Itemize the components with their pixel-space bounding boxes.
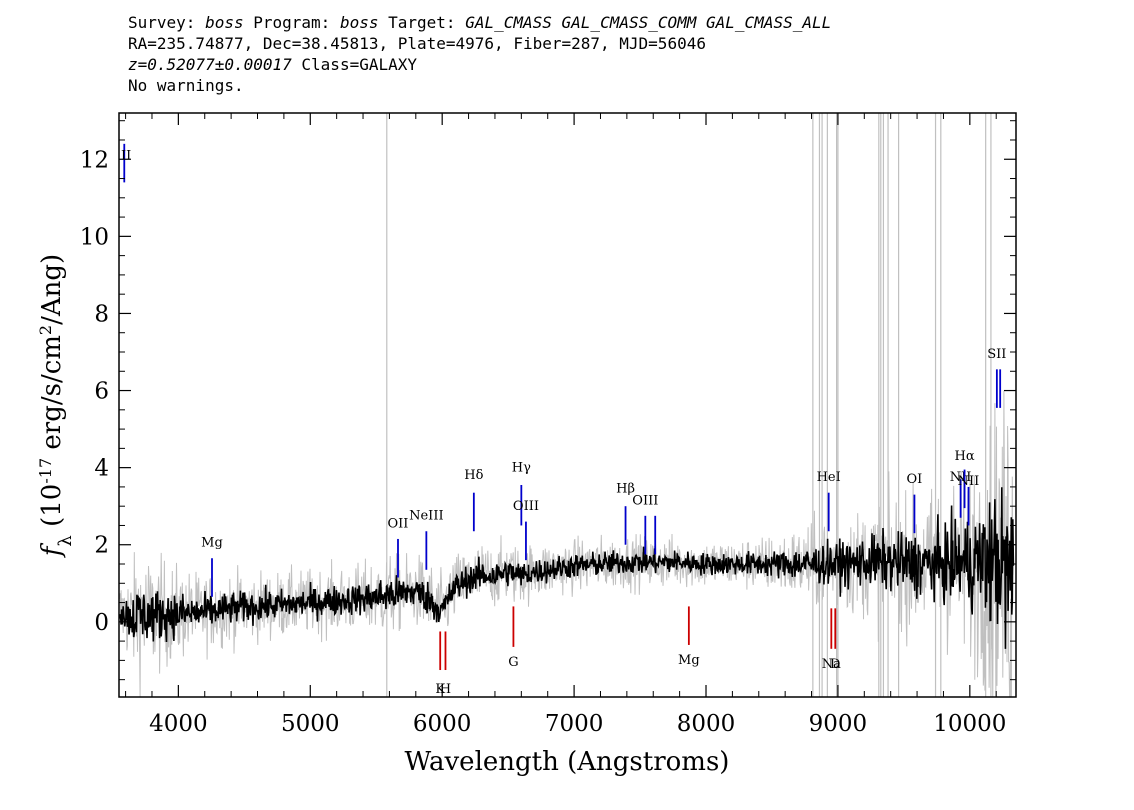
x-tick-label-3: 7000 xyxy=(545,711,604,737)
absorption-line-label-2: G xyxy=(508,655,518,670)
emission-line-label-11: NII xyxy=(950,470,972,485)
emission-line-label-9: HeI xyxy=(817,470,841,485)
emission-line-label-13: NII xyxy=(958,474,980,489)
class-value: Class=GALAXY xyxy=(301,55,417,74)
emission-line-label-0: Mg xyxy=(201,536,223,551)
emission-line-label-12: Hα xyxy=(954,449,974,464)
x-tick-label-6: 10000 xyxy=(933,711,1006,737)
emission-line-label-5: OIII xyxy=(513,499,539,514)
program-value: boss xyxy=(339,13,379,32)
x-tick-label-2: 6000 xyxy=(413,711,472,737)
y-tick-label-4: 8 xyxy=(94,301,109,327)
emission-line-label-2: NeIII xyxy=(409,509,443,524)
absorption-line-label-0: K xyxy=(435,682,445,697)
header-line-3: z=0.52077±0.00017 Class=GALAXY xyxy=(128,54,831,75)
header-line-1: Survey: boss Program: boss Target: GAL_C… xyxy=(128,13,832,32)
partial-edge-label: II xyxy=(121,148,131,163)
flux-spectrum-line xyxy=(119,487,1015,649)
y-tick-label-3: 6 xyxy=(94,379,109,405)
axis-ticks: 4000 5000 6000 7000 8000 9000 10000 0 2 4 6 8 10 12 xyxy=(80,113,1016,737)
emission-line-label-6: Hβ xyxy=(616,482,635,497)
y-tick-label-1: 2 xyxy=(94,533,109,559)
y-tick-label-5: 10 xyxy=(80,224,109,250)
y-tick-label-2: 4 xyxy=(94,456,109,482)
x-tick-label-4: 8000 xyxy=(677,711,736,737)
absorption-line-label-1: H xyxy=(440,682,451,697)
emission-line-label-3: Hδ xyxy=(464,468,483,483)
emission-line-label-4: Hγ xyxy=(512,460,531,475)
emission-line-label-14: SII xyxy=(987,347,1006,362)
redshift-value: z=0.52077±0.00017 xyxy=(128,55,292,74)
plot-area xyxy=(119,113,1015,697)
spectrum-header: Survey: boss Program: boss Target: GAL_C… xyxy=(128,12,831,96)
emission-line-label-1: OII xyxy=(388,516,409,531)
survey-value: boss xyxy=(205,13,244,32)
target-value: GAL_CMASS GAL_CMASS_COMM GAL_CMASS_ALL xyxy=(465,13,832,32)
emission-line-label-7: OIII xyxy=(632,493,658,508)
x-axis-title: Wavelength (Angstroms) xyxy=(405,747,730,777)
plot-frame xyxy=(118,112,1017,698)
header-line-2: RA=235.74877, Dec=38.45813, Plate=4976, … xyxy=(128,34,706,53)
absorption-line-label-3: Mg xyxy=(678,653,700,668)
x-tick-label-5: 9000 xyxy=(809,711,868,737)
absorption-line-label-5: D xyxy=(830,657,840,672)
absorption-line-label-4: Na xyxy=(822,657,841,672)
y-tick-label-0: 0 xyxy=(94,610,109,636)
y-axis-title: fλ (10-17 erg/s/cm2/Ang) xyxy=(36,254,76,558)
x-tick-label-1: 5000 xyxy=(281,711,340,737)
emission-line-label-10: OI xyxy=(907,472,923,487)
header-line-4: No warnings. xyxy=(128,76,244,95)
y-tick-label-6: 12 xyxy=(80,147,109,173)
x-tick-label-0: 4000 xyxy=(149,711,208,737)
